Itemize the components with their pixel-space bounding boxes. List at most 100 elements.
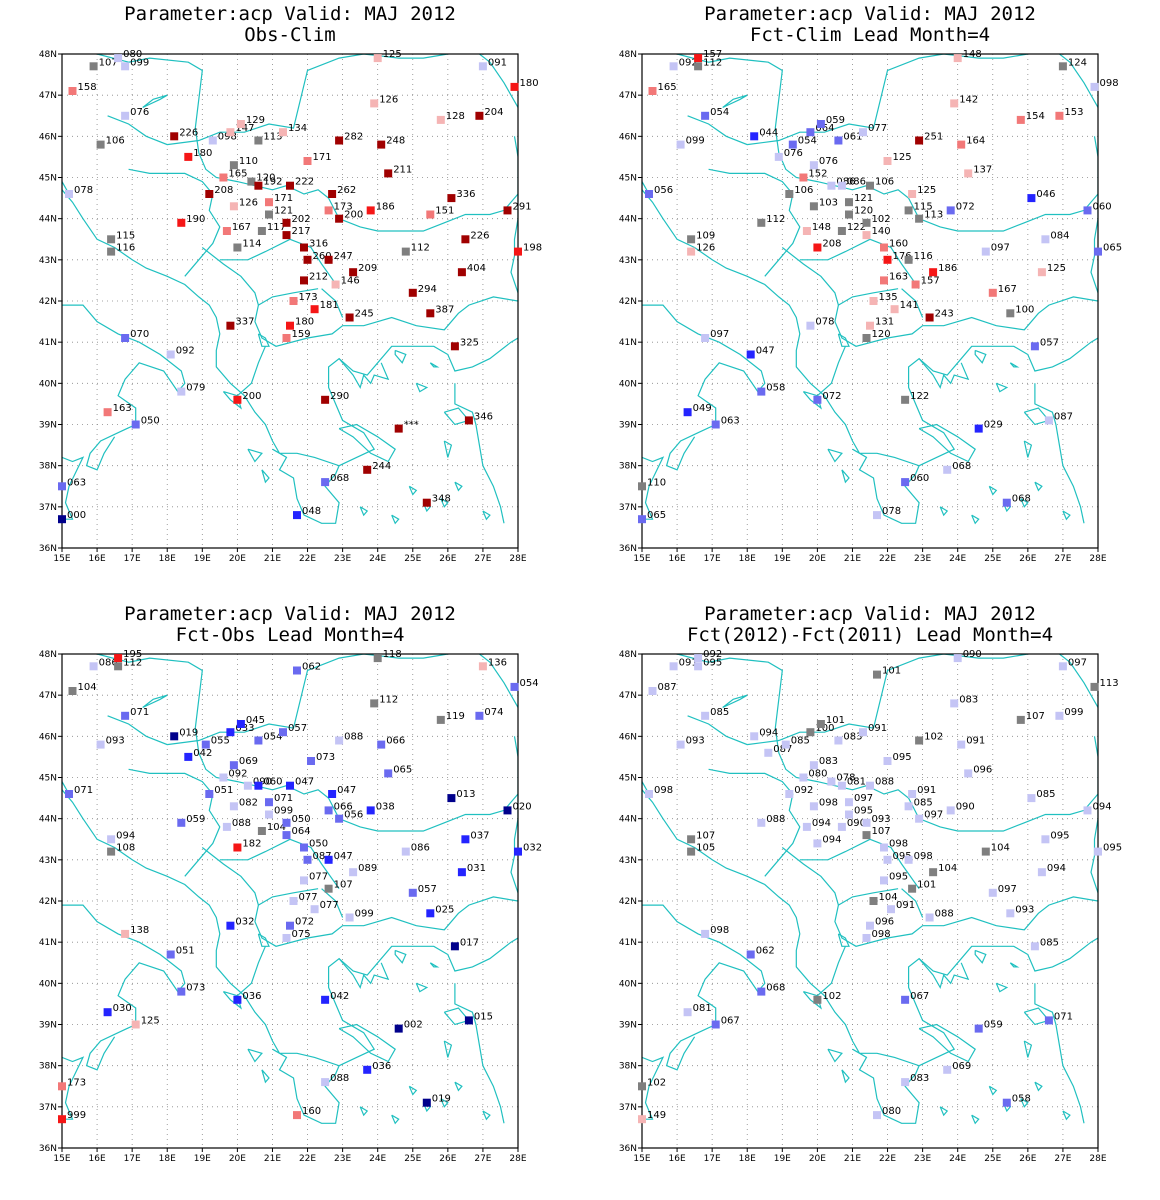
lat-tick-label: 47N [39,91,57,101]
station-marker [461,835,470,844]
station-marker [638,1115,646,1124]
coastline [722,94,748,109]
coastline [429,962,440,968]
station-label: 088 [330,1073,349,1084]
station-marker [370,699,379,708]
station-label: 099 [686,136,705,147]
station-label: 074 [484,707,503,718]
station-label: 064 [815,123,834,134]
station-label: 071 [130,707,149,718]
station-label: 136 [488,657,507,668]
station-marker [89,662,98,671]
station-marker [226,128,235,137]
station-marker [293,511,301,520]
station-label: 032 [235,917,254,928]
station-marker [883,255,892,264]
station-label: 094 [1093,801,1112,812]
station-label: 095 [703,657,722,668]
station-label: 121 [854,193,873,204]
station-label: 115 [116,230,135,241]
lon-tick-label: 16E [669,1154,686,1164]
station-label: 050 [141,416,160,427]
station-marker [121,711,130,720]
lat-tick-label: 45N [619,774,637,784]
lon-tick-label: 22E [299,554,316,564]
station-marker [950,99,959,108]
station-marker [929,868,938,877]
lat-tick-label: 37N [619,1103,637,1113]
station-marker [282,231,291,240]
station-marker [866,781,874,790]
station-marker [764,748,773,757]
coastline [391,514,400,525]
station-marker [866,321,874,330]
station-label: 073 [316,752,335,763]
station-marker [837,781,846,790]
station-label: 056 [654,185,673,196]
coastline [1034,481,1043,492]
station-marker [282,818,291,827]
station-marker [166,950,175,959]
station-label: 002 [404,1020,423,1031]
station-label: 195 [123,649,142,660]
station-label: 051 [214,785,233,796]
station-label: 090 [253,777,272,788]
station-marker [219,773,228,782]
station-label: 051 [176,946,195,957]
station-label: 078 [836,773,855,784]
station-marker [1006,909,1015,918]
station-label: 076 [130,107,149,118]
station-label: 097 [854,793,873,804]
station-marker [816,720,825,728]
station-label: 079 [186,383,205,394]
lon-tick-label: 18E [159,1154,176,1164]
station-marker [834,136,843,145]
station-label: 102 [822,991,841,1002]
lat-tick-label: 38N [619,1062,637,1072]
lon-tick-label: 23E [334,1154,351,1164]
station-label: 088 [935,909,954,920]
coastline [1034,983,1085,1124]
lat-tick-label: 43N [619,856,637,866]
station-marker [694,62,703,71]
station-marker [177,387,186,396]
station-marker [450,942,459,951]
map-panel-fct-obs: Parameter:acp Valid: MAJ 2012 Fct-Obs Le… [0,600,580,1200]
station-marker [880,843,888,852]
station-label: 260 [313,251,332,262]
station-marker [943,1065,952,1074]
coastlines [62,54,518,548]
coastline [128,768,221,877]
coastline [247,1048,263,1063]
lon-tick-label: 18E [739,1154,756,1164]
station-marker [1083,806,1092,815]
station-label: 050 [292,814,311,825]
station-marker [806,128,815,137]
station-label: 059 [186,814,205,825]
station-label: 112 [766,214,785,225]
coastline [394,349,407,364]
station-label: 107 [334,880,353,891]
station-marker [265,210,273,219]
station-label: 346 [474,411,493,422]
lat-tick-label: 37N [39,503,57,513]
coastline [62,789,340,1124]
station-marker [426,909,435,918]
lat-tick-label: 42N [39,297,57,307]
coastline [687,54,1030,146]
station-label: 113 [1100,678,1119,689]
station-label: 077 [320,900,339,911]
station-label: 209 [358,263,377,274]
station-marker [265,810,273,819]
station-marker [229,761,238,770]
station-marker [816,120,825,128]
station-marker [687,835,696,844]
station-marker [1027,194,1036,203]
station-label: 186 [938,263,957,274]
station-label: 060 [263,777,282,788]
station-label: 163 [113,403,132,414]
station-marker [450,342,459,351]
station-label: 047 [295,777,314,788]
station-marker [648,687,657,695]
coastline [415,382,429,393]
